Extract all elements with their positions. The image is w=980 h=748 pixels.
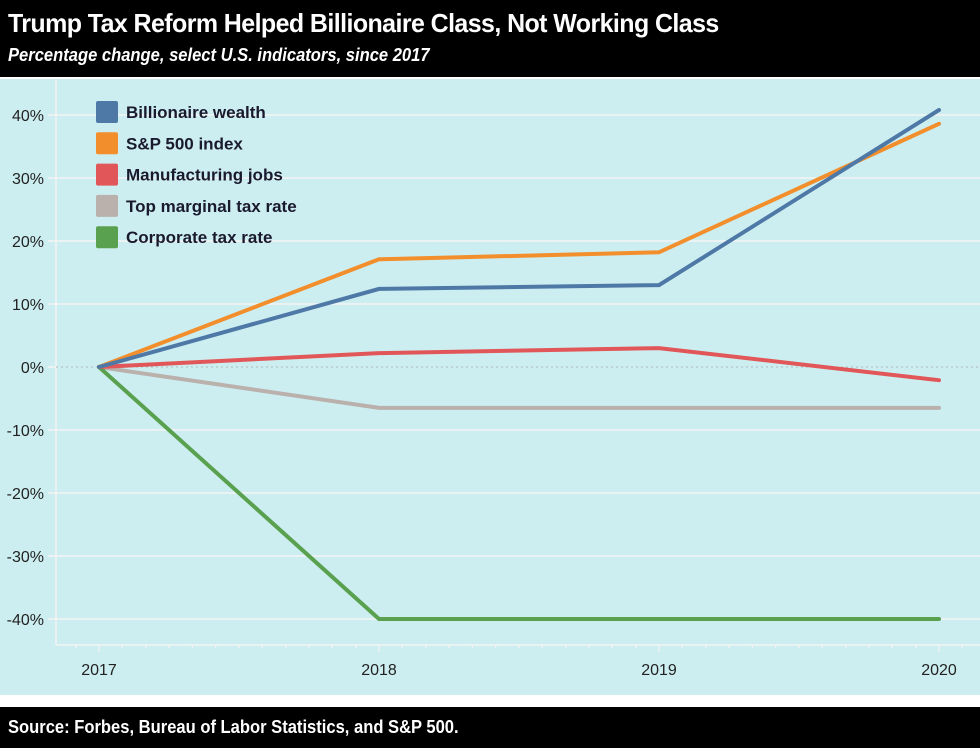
chart-subtitle: Percentage change, select U.S. indicator… (8, 45, 430, 65)
legend-swatch (96, 163, 118, 186)
series-line-billionaire-wealth (97, 108, 941, 369)
legend-swatch (96, 132, 118, 155)
y-tick-label: 30% (12, 171, 44, 188)
y-tick-label: -10% (7, 423, 44, 440)
series-line-corporate-tax-rate (97, 365, 941, 621)
x-axis: 2017 2018 2019 2020 (75, 645, 963, 679)
series-line-top-marginal-tax-rate (97, 365, 941, 410)
legend-swatch (96, 226, 118, 249)
y-tick-label: 40% (12, 108, 44, 125)
y-tick-label: -20% (7, 486, 44, 503)
legend-swatch (96, 101, 118, 123)
x-tick-label: 2017 (81, 662, 117, 679)
series-line-s-p-500-index (97, 121, 941, 369)
source-note: Source: Forbes, Bureau of Labor Statisti… (8, 717, 459, 737)
y-tick-label: -30% (7, 549, 44, 566)
y-tick-label: 20% (12, 234, 44, 251)
series-line-manufacturing-jobs (97, 346, 941, 383)
legend-label: Top marginal tax rate (126, 197, 297, 216)
y-tick-label: 10% (12, 297, 44, 314)
series-lines (97, 108, 941, 621)
legend-label: S&P 500 index (126, 134, 243, 153)
chart-header: Trump Tax Reform Helped Billionaire Clas… (0, 0, 980, 77)
x-tick-label: 2020 (921, 662, 957, 679)
legend-label: Corporate tax rate (126, 228, 272, 247)
y-tick-label: 0% (21, 360, 44, 377)
legend-label: Manufacturing jobs (126, 166, 283, 185)
chart-title: Trump Tax Reform Helped Billionaire Clas… (8, 8, 719, 38)
y-tick-label: -40% (7, 612, 44, 629)
chart-footer: Source: Forbes, Bureau of Labor Statisti… (0, 707, 980, 748)
x-tick-label: 2019 (641, 662, 677, 679)
y-axis: 40% 30% 20% 10% 0% -10% -20% -30% -40% (7, 108, 56, 629)
legend-label: Billionaire wealth (126, 103, 266, 122)
x-tick-label: 2018 (361, 662, 397, 679)
gridlines (55, 80, 980, 646)
legend: Billionaire wealth S&P 500 index Manufactu… (96, 101, 297, 249)
legend-swatch (96, 194, 118, 217)
